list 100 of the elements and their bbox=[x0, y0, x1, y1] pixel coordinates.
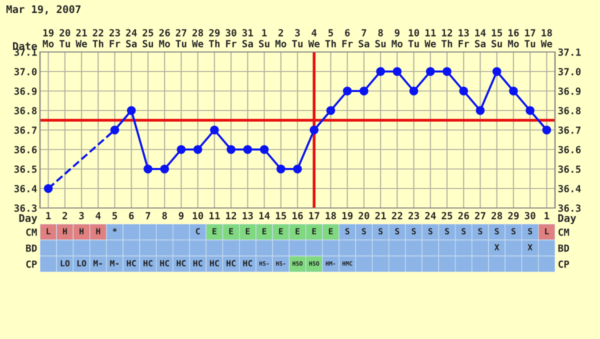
y-tick-label: 36.6 bbox=[14, 146, 37, 154]
point bbox=[376, 67, 385, 76]
x-tick-label: 12 Th bbox=[442, 29, 452, 48]
text: E bbox=[246, 228, 250, 234]
text: * bbox=[112, 228, 117, 232]
x-tick-label: 14 bbox=[259, 212, 270, 220]
text: L bbox=[545, 228, 549, 234]
point bbox=[509, 86, 518, 96]
text: H bbox=[80, 228, 84, 234]
x-tick-label: 17 Tu bbox=[524, 29, 536, 48]
text: E bbox=[212, 228, 216, 234]
text: S bbox=[428, 228, 432, 234]
text: LO bbox=[77, 260, 86, 266]
y2-tick-label: 37.0 bbox=[558, 68, 581, 76]
x-tick-label: 17 bbox=[309, 212, 320, 220]
point bbox=[392, 67, 402, 76]
x-tick-label: 7 bbox=[146, 212, 150, 220]
text: S bbox=[462, 228, 466, 234]
x-tick-label: 16 bbox=[292, 212, 303, 220]
x-tick-label: 28 We bbox=[192, 29, 204, 48]
y-tick-label: 36.8 bbox=[14, 106, 37, 114]
text: HC bbox=[126, 260, 136, 266]
text: X bbox=[494, 244, 500, 250]
text: S bbox=[478, 228, 482, 234]
point bbox=[44, 184, 53, 193]
x-tick-label: 14 Sa bbox=[475, 29, 486, 48]
x-tick-label: 3 bbox=[79, 212, 84, 220]
point bbox=[226, 145, 236, 154]
point bbox=[542, 126, 552, 134]
point bbox=[326, 106, 336, 115]
y-tick-label: 36.5 bbox=[14, 165, 37, 173]
x-tick-label: 29 bbox=[508, 212, 519, 220]
x-tick-label: 21 We bbox=[76, 29, 87, 48]
x-tick-label: 15 bbox=[276, 212, 286, 220]
x-tick-label: 20 Tu bbox=[59, 29, 70, 48]
y-tick-label: 36.4 bbox=[14, 184, 37, 192]
y-tick-label: 36.3 bbox=[14, 204, 37, 212]
x-tick-label: 10 Tu bbox=[408, 29, 420, 48]
y-tick-label: 36.7 bbox=[14, 126, 36, 134]
x-tick-label: 10 bbox=[192, 212, 204, 220]
x-tick-label: 4 bbox=[96, 212, 101, 220]
y-tick-label: 36.9 bbox=[14, 87, 37, 95]
text: HC bbox=[243, 260, 252, 266]
point bbox=[342, 86, 352, 96]
x-tick-label: 22 bbox=[392, 212, 402, 220]
x-tick-label: 26 Mo bbox=[159, 29, 170, 48]
text: HC bbox=[144, 260, 152, 266]
y2-tick-label: 37.1 bbox=[558, 48, 581, 56]
chart-title: Mar 19, 2007 bbox=[6, 5, 80, 14]
text: Day bbox=[558, 214, 576, 224]
point bbox=[293, 164, 302, 174]
y-tick-label: BD bbox=[26, 244, 37, 252]
x-tick-label: 6 bbox=[129, 212, 134, 220]
x-tick-label: 9 Mo bbox=[392, 29, 403, 48]
text: S bbox=[511, 228, 516, 234]
y2-tick-label: 36.9 bbox=[558, 87, 581, 95]
text: S bbox=[395, 228, 400, 234]
point bbox=[260, 145, 269, 154]
point bbox=[409, 86, 418, 96]
text: X bbox=[528, 244, 532, 250]
x-tick-label: 29 Th bbox=[209, 29, 220, 48]
text: E bbox=[262, 228, 266, 234]
x-tick-label: 18 bbox=[326, 212, 336, 220]
text: HC bbox=[160, 260, 169, 266]
x-tick-label: 5 bbox=[112, 212, 118, 220]
y2-tick-label: 36.5 bbox=[558, 165, 581, 173]
point bbox=[476, 106, 485, 115]
point bbox=[526, 106, 534, 115]
x-tick-label: 25 bbox=[442, 212, 452, 220]
x-tick-label: 19 Mo bbox=[42, 29, 54, 48]
text: E bbox=[328, 228, 333, 234]
point bbox=[276, 164, 286, 174]
text: HC bbox=[226, 260, 236, 266]
x-tick-label: 1 bbox=[46, 212, 51, 220]
x-axis-title: Day bbox=[19, 214, 38, 224]
category-label: CP bbox=[558, 260, 570, 268]
text: C bbox=[196, 228, 200, 234]
text: E bbox=[279, 228, 283, 234]
text: S bbox=[345, 228, 350, 234]
x-tick-label: 12 bbox=[226, 212, 236, 220]
point bbox=[193, 145, 202, 154]
point bbox=[144, 164, 152, 174]
text: H bbox=[96, 228, 100, 234]
text: E bbox=[296, 228, 300, 234]
x-tick-label: 16 Mo bbox=[508, 29, 519, 48]
y2-tick-label: 36.7 bbox=[558, 126, 580, 134]
x-tick-label: 25 Su bbox=[142, 29, 154, 48]
y-tick-label: CP bbox=[26, 260, 37, 268]
point bbox=[210, 126, 219, 134]
x-tick-label: 26 bbox=[458, 212, 469, 220]
y2-tick-label: 36.6 bbox=[558, 146, 581, 154]
x-tick-label: 22 Th bbox=[92, 29, 104, 48]
text: E bbox=[312, 228, 316, 234]
point bbox=[442, 67, 452, 76]
point bbox=[492, 67, 502, 76]
text: S bbox=[378, 228, 383, 234]
text: S bbox=[362, 228, 366, 234]
x-tick-label: 8 Su bbox=[375, 29, 386, 48]
x-tick-label: 21 bbox=[375, 212, 386, 220]
x-tick-label: 5 Th bbox=[325, 29, 336, 48]
